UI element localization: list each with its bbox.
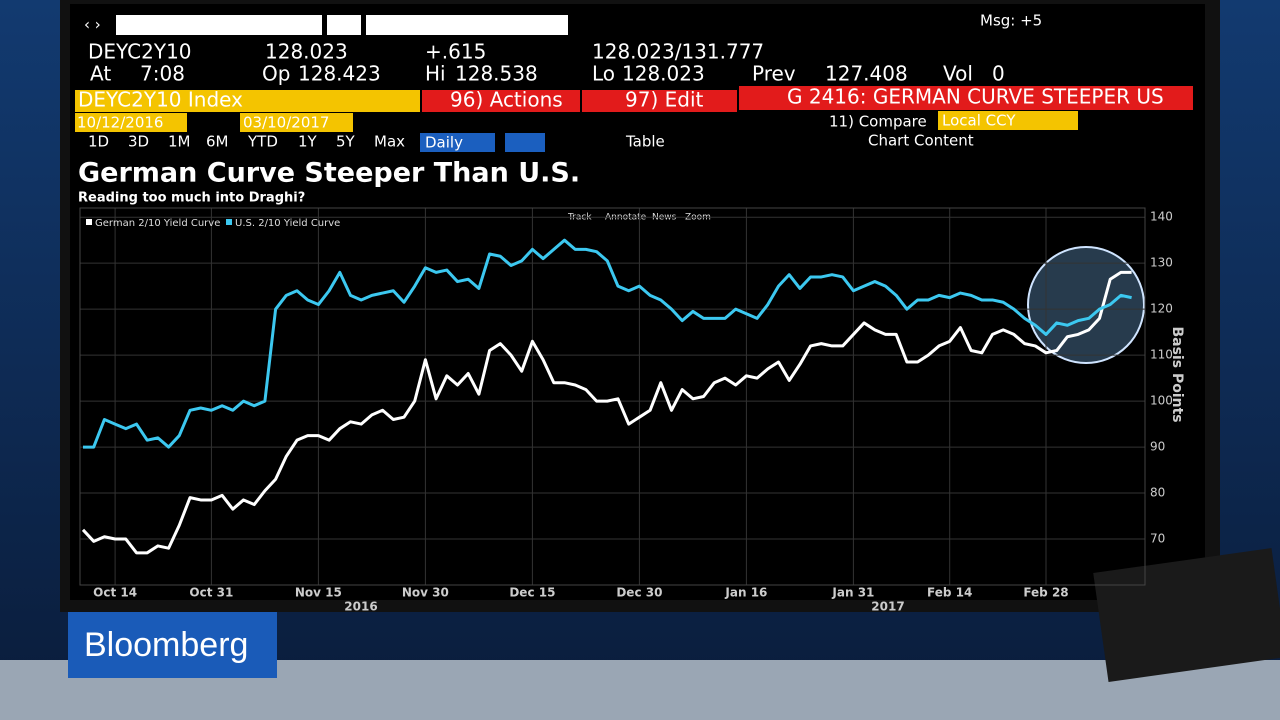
quote-label: Op <box>262 62 290 86</box>
period-button[interactable]: Max <box>374 133 405 151</box>
quote-label: At <box>90 62 111 86</box>
chart-type-box[interactable] <box>505 133 545 152</box>
security-field[interactable]: Sell 2Y/Buy 10Y Index <box>120 16 283 34</box>
logo: Bloomberg <box>84 626 248 664</box>
chart-title: German Curve Steeper Than U.S. <box>78 158 580 189</box>
quote-label: Vol <box>943 62 973 86</box>
ticker: DEYC2Y10 <box>88 40 192 64</box>
last-price: 128.023 <box>265 40 348 64</box>
y-tick-label: 110 <box>1150 348 1173 362</box>
quote-label: Hi <box>425 62 446 86</box>
function-title: G 2416: GERMAN CURVE STEEPER US <box>787 85 1164 109</box>
x-tick-label: Nov 15 <box>295 586 342 600</box>
quote-label: Lo <box>592 62 615 86</box>
frequency[interactable]: Daily <box>425 134 463 152</box>
period-button[interactable]: 5Y <box>336 133 356 151</box>
chart-content[interactable]: Chart Content <box>868 132 974 150</box>
laptop <box>1093 548 1280 682</box>
x-tick-label: Jan 16 <box>724 586 767 600</box>
menu-box[interactable] <box>366 15 568 35</box>
quote-value: 127.408 <box>825 62 908 86</box>
chart-subtitle: Reading too much into Draghi? <box>78 191 305 206</box>
period-button[interactable]: 1Y <box>298 133 318 151</box>
legend-label: German 2/10 Yield Curve <box>95 218 220 229</box>
security-box[interactable] <box>116 15 322 35</box>
year-label: 2016 <box>344 600 377 614</box>
highlight-circle <box>1027 246 1145 364</box>
x-tick-label: Dec 30 <box>616 586 662 600</box>
plot-frame <box>79 207 1146 586</box>
y-axis-label: Basis Points <box>1169 327 1185 423</box>
back-forward[interactable]: ‹ › <box>84 16 101 34</box>
messages[interactable]: Msg: +5 <box>980 12 1042 30</box>
end-date-box[interactable] <box>240 113 353 132</box>
start-date-box[interactable] <box>75 113 187 132</box>
period-button[interactable]: 6M <box>206 133 229 151</box>
quote-value: 128.538 <box>455 62 538 86</box>
quote-value: 128.423 <box>298 62 381 86</box>
period-button[interactable]: 1M <box>168 133 191 151</box>
y-tick-label: 70 <box>1150 532 1165 546</box>
actions-button[interactable] <box>422 90 580 112</box>
data-line <box>81 270 1132 555</box>
start-date[interactable]: 10/12/2016 <box>77 114 163 132</box>
actions-label[interactable]: 96) Actions <box>450 88 563 112</box>
x-tick-label: Feb 28 <box>1023 586 1068 600</box>
y-tick-label: 140 <box>1150 210 1173 224</box>
currency[interactable]: Local CCY <box>942 112 1016 130</box>
quote-value: 128.023 <box>622 62 705 86</box>
period-button[interactable]: 1D <box>88 133 109 151</box>
quote-value: 0 <box>992 62 1005 86</box>
x-tick-label: Feb 14 <box>927 586 972 600</box>
quote-label: Prev <box>752 62 796 86</box>
currency-box[interactable] <box>938 111 1078 130</box>
edit-label[interactable]: 97) Edit <box>625 88 703 112</box>
menu-field[interactable]: Related Functions Menu <box>370 16 549 34</box>
title-bar <box>739 86 1193 110</box>
y-tick-label: 120 <box>1150 302 1173 316</box>
frequency-box[interactable] <box>420 133 495 152</box>
table-button[interactable]: Table <box>625 133 665 151</box>
edit-button[interactable] <box>582 90 737 112</box>
x-tick-label: Jan 31 <box>831 586 874 600</box>
year-label: 2017 <box>871 600 904 614</box>
y-tick-label: 90 <box>1150 440 1165 454</box>
x-tick-label: Nov 30 <box>402 586 449 600</box>
data-line <box>83 238 1132 449</box>
x-tick-label: Oct 14 <box>93 586 137 600</box>
y-tick-label: 80 <box>1150 486 1165 500</box>
period-button[interactable]: YTD <box>247 133 278 151</box>
y-tick-label: 100 <box>1150 394 1173 408</box>
source-box[interactable] <box>327 15 361 35</box>
compare[interactable]: 11) Compare <box>829 113 927 131</box>
x-tick-label: Oct 31 <box>189 586 233 600</box>
change: +.615 <box>425 40 486 64</box>
security-label: DEYC2Y10 Index <box>78 88 243 112</box>
legend-swatch <box>86 219 92 225</box>
bid-ask: 128.023/131.777 <box>592 40 764 64</box>
legend-label: U.S. 2/10 Yield Curve <box>235 218 340 229</box>
legend-swatch <box>226 219 232 225</box>
security-bar <box>75 90 420 112</box>
end-date[interactable]: 03/10/2017 <box>243 114 329 132</box>
logo-box <box>68 612 277 678</box>
period-button[interactable]: 3D <box>128 133 149 151</box>
quote-value: 7:08 <box>140 62 185 86</box>
x-tick-label: Dec 15 <box>509 586 555 600</box>
y-tick-label: 130 <box>1150 256 1173 270</box>
source-field[interactable]: G <box>330 16 342 34</box>
